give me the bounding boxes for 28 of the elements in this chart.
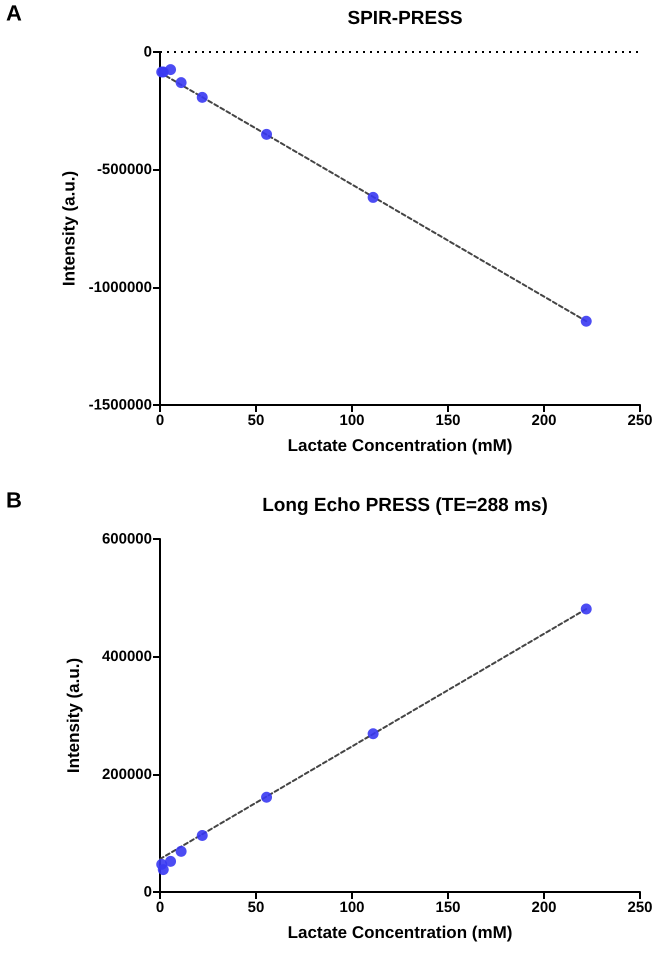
x-tick-label: 250	[627, 412, 653, 429]
x-tick-label: 0	[156, 899, 164, 916]
y-tick-label: 200000	[102, 766, 152, 783]
x-axis-title: Lactate Concentration (mM)	[288, 923, 512, 942]
x-tick-label: 200	[531, 412, 557, 429]
x-tick-label: 50	[248, 899, 264, 916]
y-axis-title: Intensity (a.u.)	[60, 170, 79, 286]
x-tick-label: 250	[627, 899, 653, 916]
y-tick-label: 400000	[102, 648, 152, 666]
y-tick-label: -1000000	[88, 278, 152, 296]
x-tick-label: 100	[339, 899, 365, 916]
x-tick-label: 50	[248, 412, 264, 429]
x-axis-title: Lactate Concentration (mM)	[288, 436, 512, 455]
x-tick-label: 200	[531, 899, 557, 916]
chart-title: Long Echo PRESS (TE=288 ms)	[262, 495, 548, 516]
text: A	[6, 0, 22, 26]
chart-title: SPIR-PRESS	[347, 8, 463, 29]
x-tick-label: 0	[156, 412, 164, 429]
x-tick-label: 100	[339, 412, 365, 429]
y-axis-title: Intensity (a.u.)	[64, 658, 83, 774]
text: B	[6, 488, 22, 512]
x-tick-label: 150	[435, 412, 461, 429]
y-tick-label: -1500000	[88, 396, 152, 414]
y-tick-label: 0	[144, 44, 152, 60]
x-tick-label: 150	[435, 899, 461, 916]
y-tick-label: 600000	[102, 530, 152, 548]
y-tick-label: 0	[144, 884, 152, 900]
y-tick-label: -500000	[96, 161, 152, 178]
